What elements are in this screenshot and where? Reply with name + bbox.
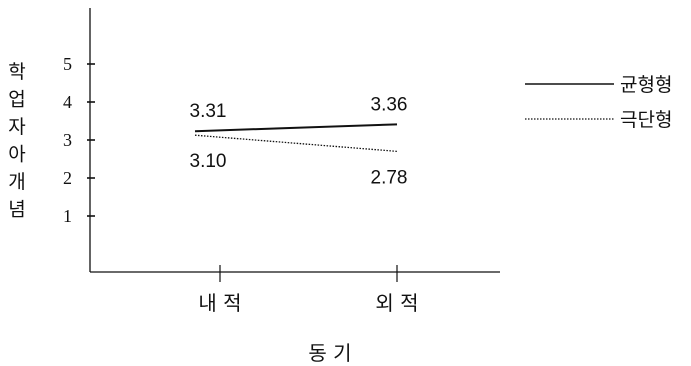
y-tick-label: 1: [63, 206, 72, 226]
series-line-extreme: [194, 134, 398, 153]
y-tick-label: 5: [63, 54, 72, 74]
data-label: 3.31: [190, 101, 227, 122]
y-ticks: 1 2 3 4 5: [63, 54, 95, 226]
y-axis-label-char: 자: [8, 116, 25, 138]
series-group: [194, 123, 398, 153]
y-axis-label-char: 념: [8, 199, 25, 221]
y-axis-label-char: 업: [8, 89, 25, 111]
y-axis-label-char: 아: [8, 144, 25, 166]
y-tick-label: 4: [63, 92, 72, 112]
legend-label: 균형형: [620, 74, 672, 96]
legend-label: 극단형: [620, 109, 672, 131]
value-labels: 3.31 3.36 3.10 2.78: [190, 94, 408, 188]
y-tick-label: 3: [63, 130, 72, 150]
y-axis-label-char: 학: [8, 61, 25, 83]
x-tick-label: 외 적: [375, 291, 418, 315]
data-label: 3.36: [371, 94, 408, 115]
x-axis-label: 동 기: [308, 341, 351, 365]
y-tick-label: 2: [63, 168, 72, 188]
x-tick-label: 내 적: [198, 291, 241, 315]
data-label: 2.78: [371, 167, 408, 188]
series-line-balanced: [194, 123, 398, 133]
y-axis-label-char: 개: [8, 171, 25, 193]
axes: [89, 8, 500, 273]
data-label: 3.10: [190, 151, 227, 172]
